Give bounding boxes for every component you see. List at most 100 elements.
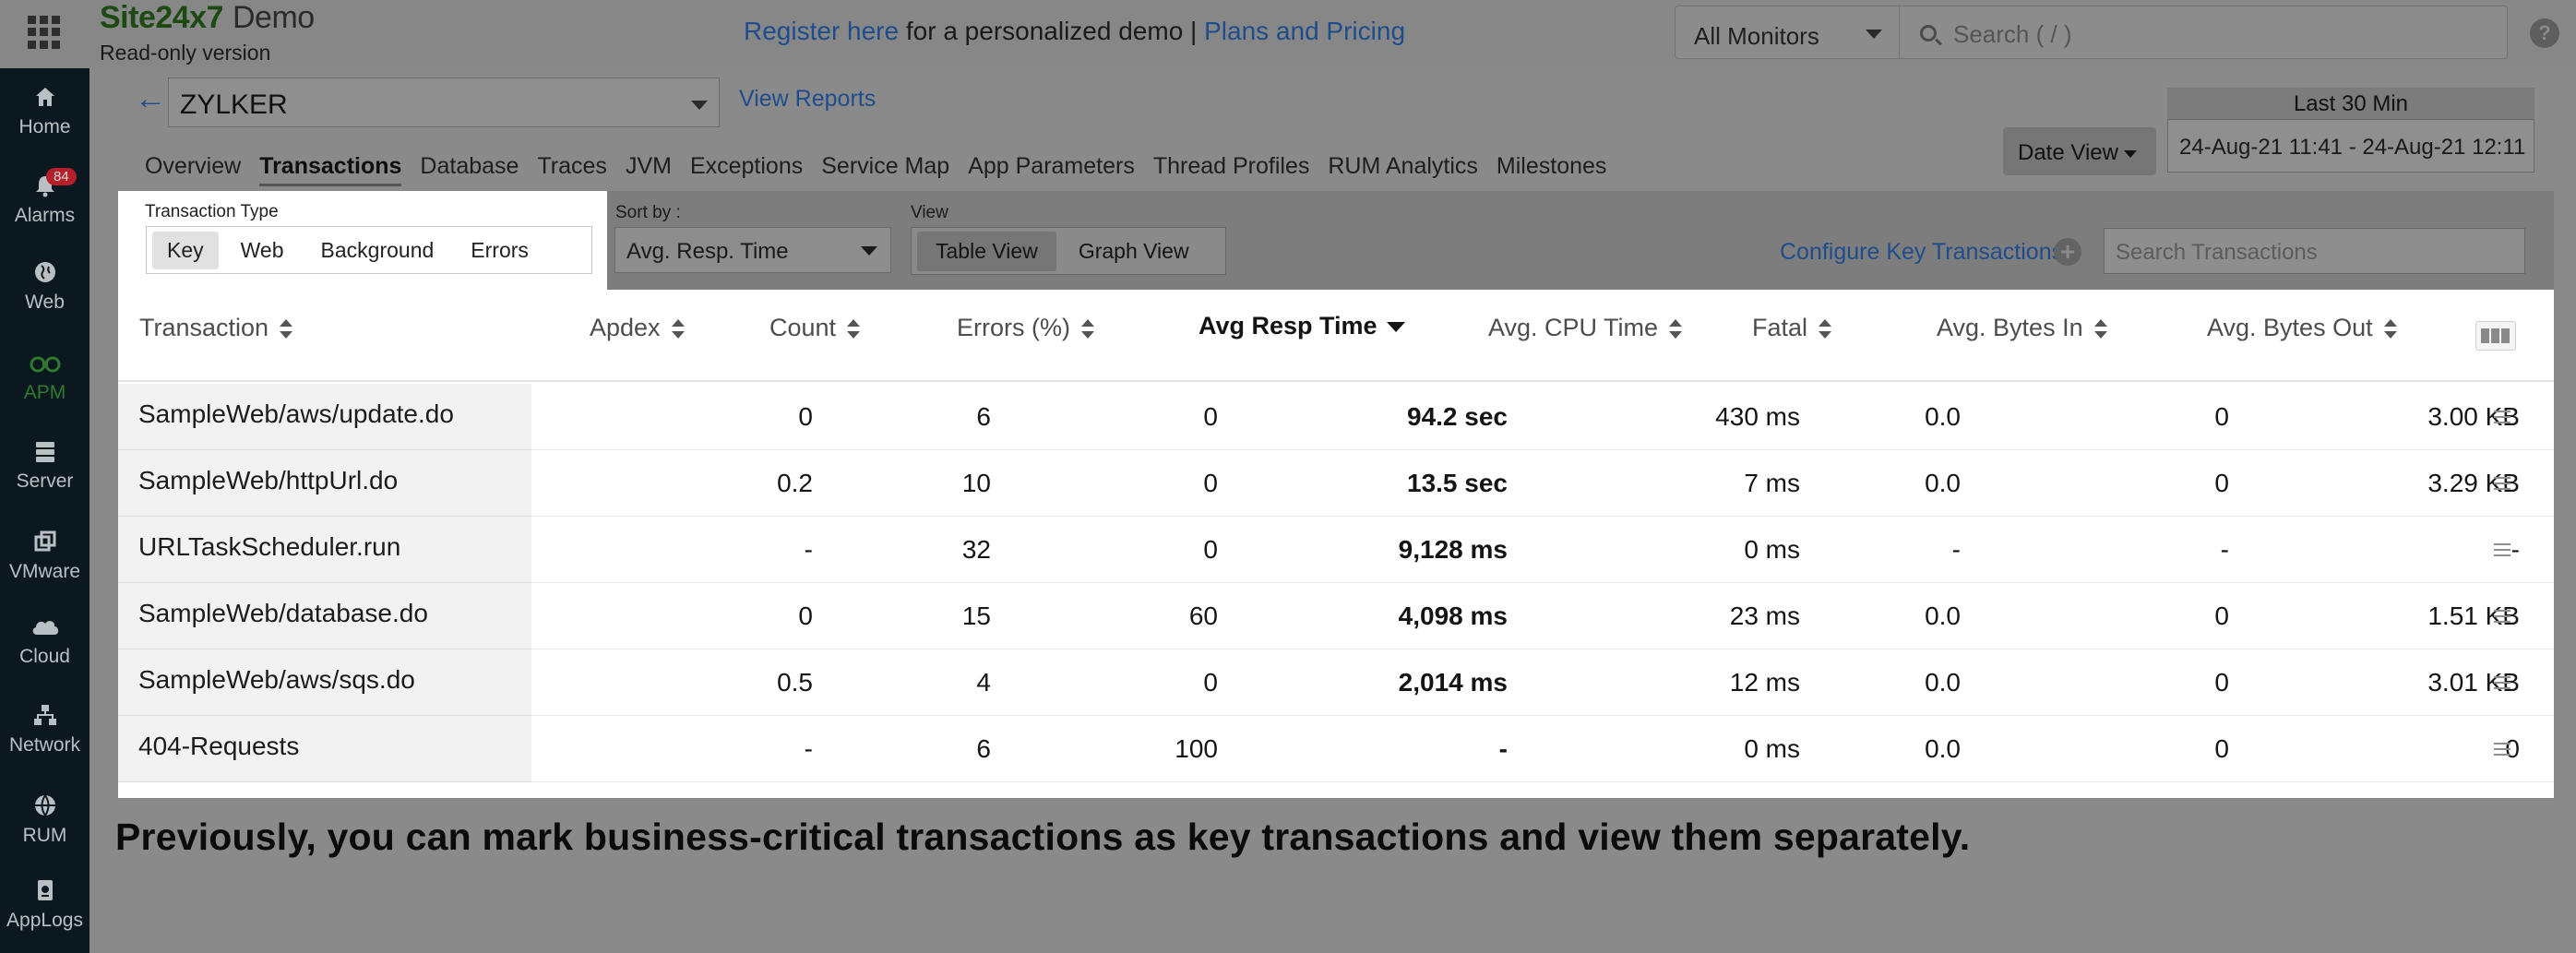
cell-errors: 100 [1175,734,1218,763]
apps-grid-icon[interactable] [28,16,61,49]
brand-suffix: Demo [233,0,315,35]
tab-database[interactable]: Database [420,153,519,179]
row-menu-icon[interactable] [2494,743,2510,756]
chevron-down-icon [1866,30,1882,39]
back-arrow-icon[interactable]: ← [135,81,166,116]
add-icon[interactable]: + [2054,238,2081,266]
date-view-button[interactable]: Date View [2003,127,2156,175]
transaction-name-cell[interactable]: URLTaskScheduler.run [118,517,531,583]
date-range-picker[interactable]: Last 30 Min 24-Aug-21 11:41 - 24-Aug-21 … [2167,88,2534,176]
table-row[interactable]: SampleWeb/aws/update.do 0 6 0 94.2 sec 430 ms… [118,384,2554,450]
tab-rum-analytics[interactable]: RUM Analytics [1328,153,1478,179]
view-reports-link[interactable]: View Reports [739,86,877,112]
transaction-name-cell[interactable]: SampleWeb/aws/sqs.do [118,649,531,716]
tab-traces[interactable]: Traces [537,153,607,179]
column-header-cpu-time[interactable]: Avg. CPU Time [1488,314,1683,342]
sidebar-item-label: RUM [22,825,67,846]
sidebar-item-label: Server [16,471,74,492]
applogs-icon [0,878,89,904]
search-transactions-input[interactable]: Search Transactions [2104,228,2525,274]
sidebar-item-network[interactable]: Network [0,703,89,756]
row-menu-icon[interactable] [2494,543,2510,556]
tab-transactions[interactable]: Transactions [259,153,402,186]
cell-resp: 4,098 ms [1398,602,1508,630]
cell-cpu: 430 ms [1715,402,1800,431]
column-header-avg-resp-time[interactable]: Avg Resp Time [1199,312,1405,340]
cell-apdex: 0 [798,602,813,630]
application-select[interactable]: ZYLKER [168,77,720,127]
sidebar-item-apm[interactable]: APM [0,351,89,404]
column-header-label: Count [769,314,837,341]
monitor-select-value: All Monitors [1694,22,1819,50]
sidebar-item-server[interactable]: Server [0,439,89,493]
global-search-input[interactable]: Search ( / ) [1899,6,2508,59]
row-menu-icon[interactable] [2494,676,2510,689]
tab-milestones[interactable]: Milestones [1496,153,1607,179]
brand-logo[interactable]: Site24x7 Demo [100,0,315,36]
graph-view-button[interactable]: Graph View [1078,238,1189,263]
sidebar-item-alarms[interactable]: 84 Alarms [0,168,89,227]
binoculars-icon [0,351,89,376]
sidebar-item-web[interactable]: Web [0,260,89,314]
register-link[interactable]: Register here [744,17,900,45]
column-header-transaction[interactable]: Transaction [139,314,293,342]
table-row[interactable]: URLTaskScheduler.run - 32 0 9,128 ms 0 ms - - - [118,517,2554,583]
monitor-select[interactable]: All Monitors [1675,6,1900,59]
tab-service-map[interactable]: Service Map [821,153,950,179]
tab-thread-profiles[interactable]: Thread Profiles [1152,153,1310,179]
tab-jvm[interactable]: JVM [625,153,672,179]
table-row[interactable]: SampleWeb/aws/sqs.do 0.5 4 0 2,014 ms 12 ms 0.… [118,649,2554,716]
date-range-label: Last 30 Min [2167,88,2534,119]
column-header-bytes-in[interactable]: Avg. Bytes In [1937,314,2107,342]
sort-by-label: Sort by : [615,203,681,222]
configure-key-transactions-link[interactable]: Configure Key Transactions [1780,239,2064,265]
help-icon[interactable]: ? [2530,18,2559,48]
transaction-name-cell[interactable]: SampleWeb/aws/update.do [118,384,531,450]
type-key-button[interactable]: Key [152,231,219,269]
cell-fatal: 0.0 [1925,734,1961,763]
cell-errors: 0 [1203,668,1218,697]
tab-exceptions[interactable]: Exceptions [689,153,804,179]
row-menu-icon[interactable] [2494,477,2510,490]
type-errors-button[interactable]: Errors [471,237,529,262]
column-header-apdex[interactable]: Apdex [590,314,685,342]
column-header-errors[interactable]: Errors (%) [957,314,1094,342]
cell-resp: - [1498,734,1508,763]
pricing-link[interactable]: Plans and Pricing [1204,17,1406,45]
sidebar: Home 84 Alarms Web APM Server VMware [0,68,89,953]
sidebar-item-applogs[interactable]: AppLogs [0,878,89,932]
sidebar-item-home[interactable]: Home [0,85,89,138]
tab-overview[interactable]: Overview [145,153,242,179]
sort-by-value: Avg. Resp. Time [626,239,789,264]
cell-apdex: - [804,734,813,763]
sort-icon [1819,317,1832,341]
sidebar-item-rum[interactable]: RUM [0,793,89,847]
table-view-button[interactable]: Table View [917,231,1056,271]
row-menu-icon[interactable] [2494,411,2510,423]
alarm-count-badge: 84 [46,168,77,185]
table-row[interactable]: 404-Requests - 6 100 - 0 ms 0.0 0 0 [118,716,2554,782]
cell-cpu: 23 ms [1729,602,1800,630]
date-range-value[interactable]: 24-Aug-21 11:41 - 24-Aug-21 12:11 [2167,119,2534,173]
sidebar-item-cloud[interactable]: Cloud [0,614,89,668]
type-web-button[interactable]: Web [240,237,284,262]
cell-errors: 60 [1188,602,1218,630]
promo-text: for a personalized demo | [905,17,1198,45]
column-header-bytes-out[interactable]: Avg. Bytes Out [2207,314,2397,342]
column-header-label: Avg. Bytes Out [2207,314,2373,341]
transaction-name-cell[interactable]: 404-Requests [118,716,531,782]
view-label: View [911,203,948,222]
row-menu-icon[interactable] [2494,610,2510,623]
type-background-button[interactable]: Background [320,237,435,262]
column-header-count[interactable]: Count [769,314,861,342]
column-chooser-icon[interactable] [2475,321,2516,351]
tab-app-parameters[interactable]: App Parameters [968,153,1135,179]
transaction-name-cell[interactable]: SampleWeb/httpUrl.do [118,450,531,517]
sort-by-select[interactable]: Avg. Resp. Time [614,227,891,273]
sidebar-item-vmware[interactable]: VMware [0,530,89,583]
table-row[interactable]: SampleWeb/httpUrl.do 0.2 10 0 13.5 sec 7 ms 0.… [118,450,2554,517]
transaction-name-cell[interactable]: SampleWeb/database.do [118,583,531,649]
column-header-fatal[interactable]: Fatal [1752,314,1832,342]
cell-resp: 94.2 sec [1407,402,1508,431]
table-row[interactable]: SampleWeb/database.do 0 15 60 4,098 ms 23 ms 0… [118,583,2554,649]
